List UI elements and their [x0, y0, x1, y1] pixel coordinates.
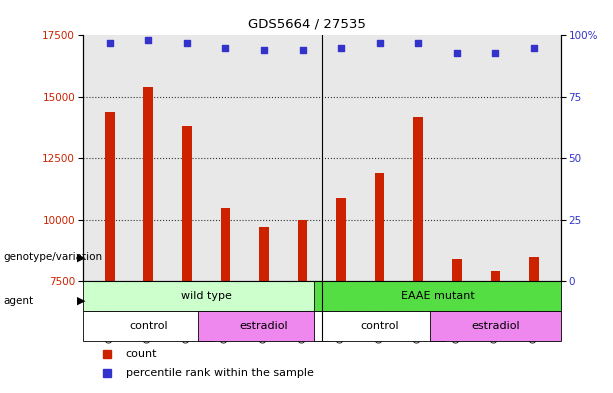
Text: EAAE mutant: EAAE mutant: [401, 291, 474, 301]
Bar: [490, 272, 500, 281]
Point: [105, 40, 115, 46]
Text: ▶: ▶: [77, 252, 86, 263]
Bar: [182, 127, 192, 281]
Bar: [413, 117, 423, 281]
Bar: [430, 311, 561, 342]
Point: [452, 50, 462, 56]
Bar: [199, 311, 330, 342]
Bar: [259, 227, 269, 281]
Text: genotype/variation: genotype/variation: [3, 252, 102, 263]
Bar: [452, 259, 462, 281]
Bar: [298, 220, 307, 281]
Text: control: control: [129, 321, 167, 331]
Text: count: count: [126, 349, 158, 359]
Point: [259, 47, 269, 53]
Point: [182, 40, 192, 46]
Text: ▶: ▶: [77, 296, 86, 306]
Bar: [143, 87, 153, 281]
Point: [413, 40, 423, 46]
Point: [298, 47, 308, 53]
Point: [221, 44, 230, 51]
Text: GDS5664 / 27535: GDS5664 / 27535: [248, 18, 365, 31]
Text: estradiol: estradiol: [240, 321, 288, 331]
Bar: [314, 311, 445, 342]
Bar: [529, 257, 539, 281]
Point: [529, 44, 539, 51]
Text: wild type: wild type: [181, 291, 232, 301]
Text: percentile rank within the sample: percentile rank within the sample: [126, 368, 314, 378]
Text: control: control: [360, 321, 399, 331]
Point: [143, 37, 153, 44]
Bar: [375, 173, 384, 281]
Point: [375, 40, 384, 46]
Text: agent: agent: [3, 296, 33, 306]
Bar: [314, 281, 561, 311]
Bar: [105, 112, 115, 281]
Bar: [83, 281, 330, 311]
Point: [336, 44, 346, 51]
Point: [490, 50, 500, 56]
Bar: [337, 198, 346, 281]
Bar: [221, 208, 230, 281]
Text: estradiol: estradiol: [471, 321, 520, 331]
Bar: [83, 311, 214, 342]
